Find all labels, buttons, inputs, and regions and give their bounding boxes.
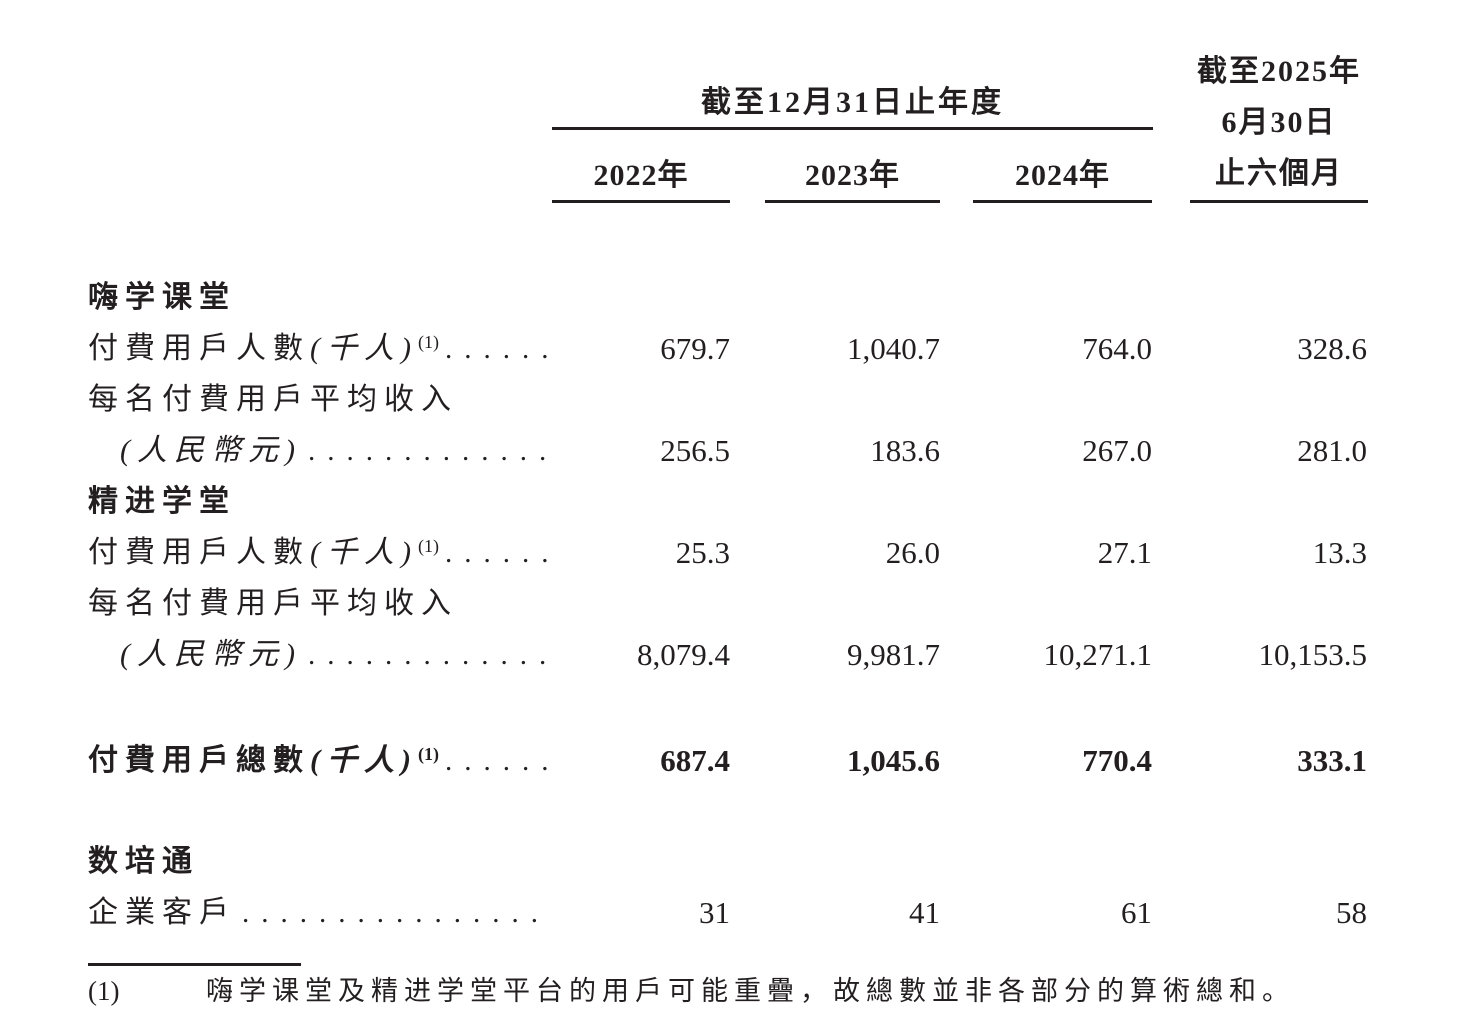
value-2024: 61 bbox=[1121, 895, 1152, 930]
section-label: 精进学堂 bbox=[88, 485, 236, 518]
value-2025h1: 10,153.5 bbox=[1258, 637, 1368, 672]
row-label-unit: (千人) bbox=[310, 536, 418, 569]
value-2023: 183.6 bbox=[870, 433, 940, 468]
header-2025-line2: 6月30日 bbox=[1221, 106, 1337, 139]
value-2025h1: 58 bbox=[1336, 895, 1367, 930]
footnote-ref: (1) bbox=[417, 744, 439, 764]
value-2023: 41 bbox=[909, 895, 940, 930]
value-2022: 25.3 bbox=[675, 535, 730, 570]
value-2025h1: 13.3 bbox=[1312, 535, 1367, 570]
row-label-unit: (人民幣元) bbox=[120, 638, 302, 671]
value-2024: 770.4 bbox=[1082, 743, 1152, 778]
value-2024: 27.1 bbox=[1097, 535, 1152, 570]
footnote-ref: (1) bbox=[417, 536, 439, 556]
header-period-dec31: 截至12月31日止年度 bbox=[701, 86, 1004, 119]
row-label: 每名付費用戶平均收入 bbox=[88, 587, 458, 620]
dot-leader: ........................................ bbox=[242, 897, 552, 929]
dot-leader: ........................................ bbox=[307, 435, 552, 467]
footnote-divider bbox=[88, 963, 301, 966]
dot-leader: ........................................ bbox=[307, 639, 552, 671]
row-label: 付費用戶總數 bbox=[88, 744, 310, 777]
row-label-unit: (千人) bbox=[310, 744, 418, 777]
dot-leader: ........................................ bbox=[444, 745, 552, 777]
value-2024: 267.0 bbox=[1082, 433, 1152, 468]
value-2022: 679.7 bbox=[660, 331, 730, 366]
row-label: 每名付費用戶平均收入 bbox=[88, 383, 458, 416]
label-row-arpu-caption: 每名付費用戶平均收入 bbox=[88, 374, 1368, 425]
header-year-2023: 2023年 bbox=[765, 130, 940, 203]
row-label: 付費用戶人數 bbox=[88, 536, 310, 569]
value-2022: 31 bbox=[699, 895, 730, 930]
section-row-shupeitong: 数培通 bbox=[88, 836, 1368, 887]
value-2023: 1,045.6 bbox=[847, 743, 940, 778]
footnote: (1) 嗨学课堂及精进学堂平台的用戶可能重疊，故總數並非各部分的算術總和。 bbox=[88, 972, 1368, 1010]
value-2025h1: 333.1 bbox=[1297, 743, 1367, 778]
section-label: 数培通 bbox=[88, 845, 199, 878]
header-year-group: 截至12月31日止年度 bbox=[552, 40, 1153, 130]
value-2025h1: 281.0 bbox=[1297, 433, 1367, 468]
dot-leader: ........................................ bbox=[444, 537, 552, 569]
footnote-ref: (1) bbox=[417, 332, 439, 352]
footnote-marker: (1) bbox=[88, 976, 120, 1006]
value-2025h1: 328.6 bbox=[1297, 331, 1367, 366]
label-row-arpu-caption: 每名付費用戶平均收入 bbox=[88, 578, 1368, 629]
footnote-text: 嗨学课堂及精进学堂平台的用戶可能重疊，故總數並非各部分的算術總和。 bbox=[206, 976, 1295, 1006]
dot-leader: ........................................ bbox=[444, 333, 552, 365]
total-row-paying-users: 付費用戶總數(千人)(1)...........................… bbox=[88, 735, 1368, 786]
value-2024: 764.0 bbox=[1082, 331, 1152, 366]
header-year-2022: 2022年 bbox=[552, 130, 730, 203]
section-label: 嗨学课堂 bbox=[88, 281, 236, 314]
value-2022: 687.4 bbox=[660, 743, 730, 778]
value-2024: 10,271.1 bbox=[1043, 637, 1153, 672]
value-2023: 1,040.7 bbox=[847, 331, 940, 366]
row-label: 企業客戶 bbox=[88, 896, 236, 929]
data-row-jingjin-arpu: (人民幣元)..................................… bbox=[88, 629, 1368, 680]
value-2023: 26.0 bbox=[885, 535, 940, 570]
value-2022: 8,079.4 bbox=[637, 637, 730, 672]
header-2025-line3: 止六個月 bbox=[1215, 157, 1343, 190]
row-label-unit: (人民幣元) bbox=[120, 434, 302, 467]
data-row-jingjin-paying-users: 付費用戶人數(千人)(1)...........................… bbox=[88, 527, 1368, 578]
header-2025-line1: 截至2025年 bbox=[1197, 55, 1361, 88]
operating-data-table: 截至12月31日止年度 截至2025年 6月30日 止六個月 2022年 202… bbox=[88, 40, 1368, 1010]
row-label: 付費用戶人數 bbox=[88, 332, 310, 365]
header-2025-h1: 截至2025年 6月30日 止六個月 bbox=[1190, 46, 1368, 203]
data-row-haixue-paying-users: 付費用戶人數(千人)(1)...........................… bbox=[88, 323, 1368, 374]
data-row-enterprise-customers: 企業客戶....................................… bbox=[88, 887, 1368, 938]
value-2022: 256.5 bbox=[660, 433, 730, 468]
data-row-haixue-arpu: (人民幣元)..................................… bbox=[88, 425, 1368, 476]
table-header: 截至12月31日止年度 截至2025年 6月30日 止六個月 2022年 202… bbox=[88, 40, 1368, 203]
value-2023: 9,981.7 bbox=[847, 637, 940, 672]
section-row-haixue: 嗨学课堂 bbox=[88, 272, 1368, 323]
row-label-unit: (千人) bbox=[310, 332, 418, 365]
header-year-2024: 2024年 bbox=[973, 130, 1152, 203]
section-row-jingjin: 精进学堂 bbox=[88, 476, 1368, 527]
